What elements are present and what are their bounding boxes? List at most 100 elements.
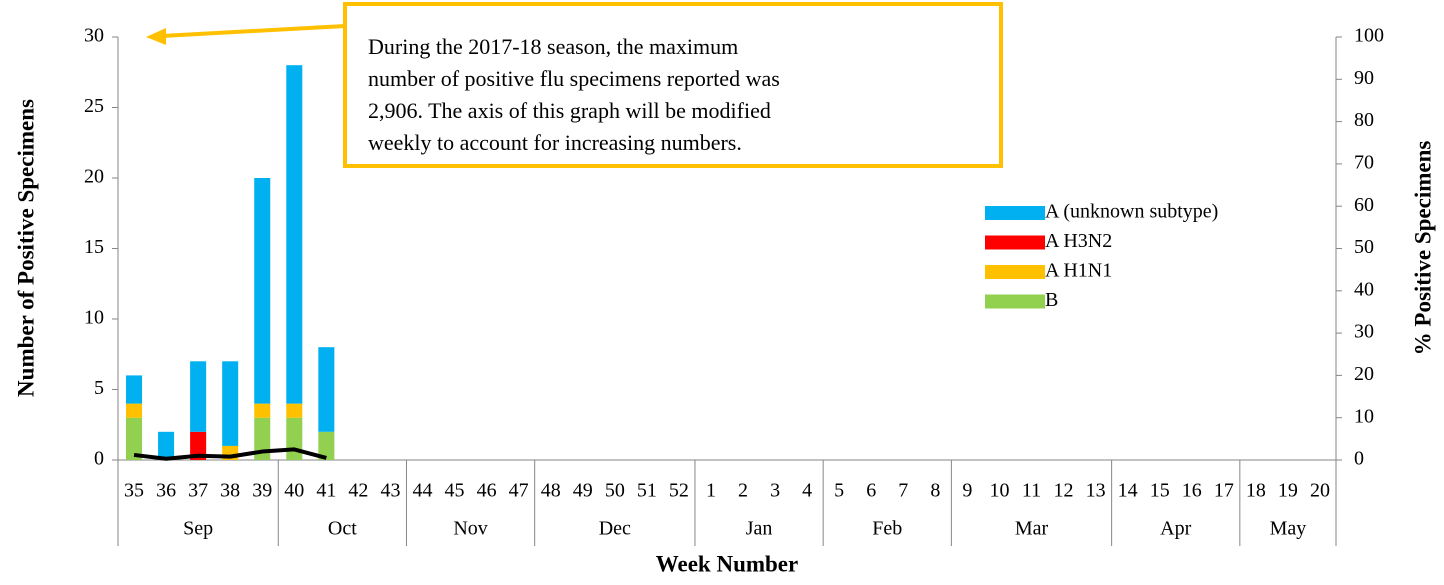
y2-tick-label: 20: [1354, 363, 1374, 385]
y2-tick-label: 80: [1354, 109, 1374, 131]
y-tick-label: 25: [84, 95, 104, 117]
x-tick-label: 10: [989, 480, 1009, 502]
x-tick-label: 39: [252, 480, 272, 502]
y2-tick-label: 90: [1354, 67, 1374, 89]
legend-label: A (unknown subtype): [1045, 201, 1218, 223]
y2-tick-label: 40: [1354, 278, 1374, 300]
y2-tick-label: 30: [1354, 321, 1374, 343]
bar-segment: [286, 65, 303, 404]
month-label: Apr: [1160, 518, 1191, 540]
x-tick-label: 8: [930, 480, 940, 502]
x-tick-label: 50: [605, 480, 625, 502]
y2-tick-label: 60: [1354, 194, 1374, 216]
x-tick-label: 38: [220, 480, 240, 502]
x-tick-label: 51: [637, 480, 657, 502]
month-label: Feb: [872, 518, 902, 540]
x-axis-title: Week Number: [656, 551, 798, 576]
x-tick-label: 16: [1182, 480, 1202, 502]
x-tick-label: 37: [188, 480, 208, 502]
x-tick-label: 1: [706, 480, 716, 502]
y-tick-label: 10: [84, 307, 104, 329]
legend-swatch: [985, 294, 1045, 309]
x-tick-label: 46: [477, 480, 497, 502]
x-tick-label: 36: [156, 480, 176, 502]
month-label: Jan: [746, 518, 773, 540]
legend-label: A H3N2: [1045, 230, 1112, 252]
bar-segment: [190, 361, 207, 432]
percent-line: [133, 447, 327, 461]
x-tick-label: 47: [509, 480, 529, 502]
x-tick-label: 45: [445, 480, 465, 502]
bar-segment: [318, 347, 335, 432]
x-tick-label: 5: [834, 480, 844, 502]
annotation-arrow: [161, 24, 346, 38]
x-tick-label: 13: [1086, 480, 1106, 502]
y-tick-label: 15: [84, 236, 104, 258]
bar-segment: [126, 403, 143, 418]
bar-segment: [126, 375, 143, 404]
y2-tick-label: 50: [1354, 236, 1374, 258]
x-tick-label: 19: [1278, 480, 1298, 502]
month-label: Nov: [453, 518, 487, 540]
y2-axis-title: % Positive Specimens: [1410, 141, 1435, 356]
y-tick-label: 30: [84, 25, 104, 47]
bar-segment: [286, 417, 303, 460]
x-tick-label: 14: [1118, 480, 1138, 502]
x-tick-label: 49: [573, 480, 593, 502]
y-tick-label: 0: [94, 448, 104, 470]
month-label: Dec: [599, 518, 631, 540]
x-tick-label: 35: [124, 480, 144, 502]
legend-swatch: [985, 265, 1045, 279]
month-label: Mar: [1015, 518, 1049, 540]
x-tick-label: 20: [1310, 480, 1330, 502]
bar-segment: [190, 431, 207, 460]
x-tick-label: 9: [962, 480, 972, 502]
annotation-text: number of positive flu specimens reporte…: [368, 66, 780, 91]
legend-swatch: [985, 235, 1045, 250]
y-tick-label: 5: [94, 377, 104, 399]
legend-label: A H1N1: [1045, 260, 1112, 282]
x-tick-label: 48: [541, 480, 561, 502]
month-label: Sep: [183, 518, 213, 540]
legend-swatch: [985, 206, 1045, 220]
bar-segment: [222, 361, 239, 446]
bar-segment: [254, 178, 271, 404]
y2-tick-label: 10: [1354, 405, 1374, 427]
x-tick-label: 43: [380, 480, 400, 502]
annotation-text: During the 2017-18 season, the maximum: [368, 34, 738, 59]
legend-label: B: [1045, 289, 1058, 311]
month-label: Oct: [328, 518, 357, 540]
y2-tick-label: 100: [1354, 25, 1384, 47]
x-tick-label: 7: [898, 480, 908, 502]
x-tick-label: 17: [1214, 480, 1234, 502]
x-tick-label: 52: [669, 480, 689, 502]
x-tick-label: 42: [348, 480, 368, 502]
x-tick-label: 15: [1150, 480, 1170, 502]
x-tick-label: 44: [413, 480, 433, 502]
annotation-arrowhead: [146, 28, 166, 45]
bar-segment: [286, 403, 303, 418]
x-tick-label: 2: [738, 480, 748, 502]
x-tick-label: 11: [1022, 480, 1041, 502]
x-tick-label: 12: [1054, 480, 1074, 502]
bar-segment: [158, 431, 175, 460]
x-tick-label: 41: [316, 480, 336, 502]
x-tick-label: 6: [866, 480, 876, 502]
month-label: May: [1270, 518, 1307, 540]
annotation-text: 2,906. The axis of this graph will be mo…: [368, 98, 771, 123]
x-tick-label: 3: [770, 480, 780, 502]
annotation-box: [343, 2, 1003, 168]
x-tick-label: 40: [284, 480, 304, 502]
bar-segment: [126, 417, 143, 460]
x-tick-label: 18: [1246, 480, 1266, 502]
bar-segment: [318, 431, 335, 460]
x-tick-label: 4: [802, 480, 812, 502]
annotation-text: weekly to account for increasing numbers…: [368, 130, 742, 155]
y2-tick-label: 0: [1354, 448, 1364, 470]
y-tick-label: 20: [84, 166, 104, 188]
bar-segment: [254, 403, 271, 418]
y-axis-title: Number of Positive Specimens: [13, 99, 38, 397]
y2-tick-label: 70: [1354, 151, 1374, 173]
